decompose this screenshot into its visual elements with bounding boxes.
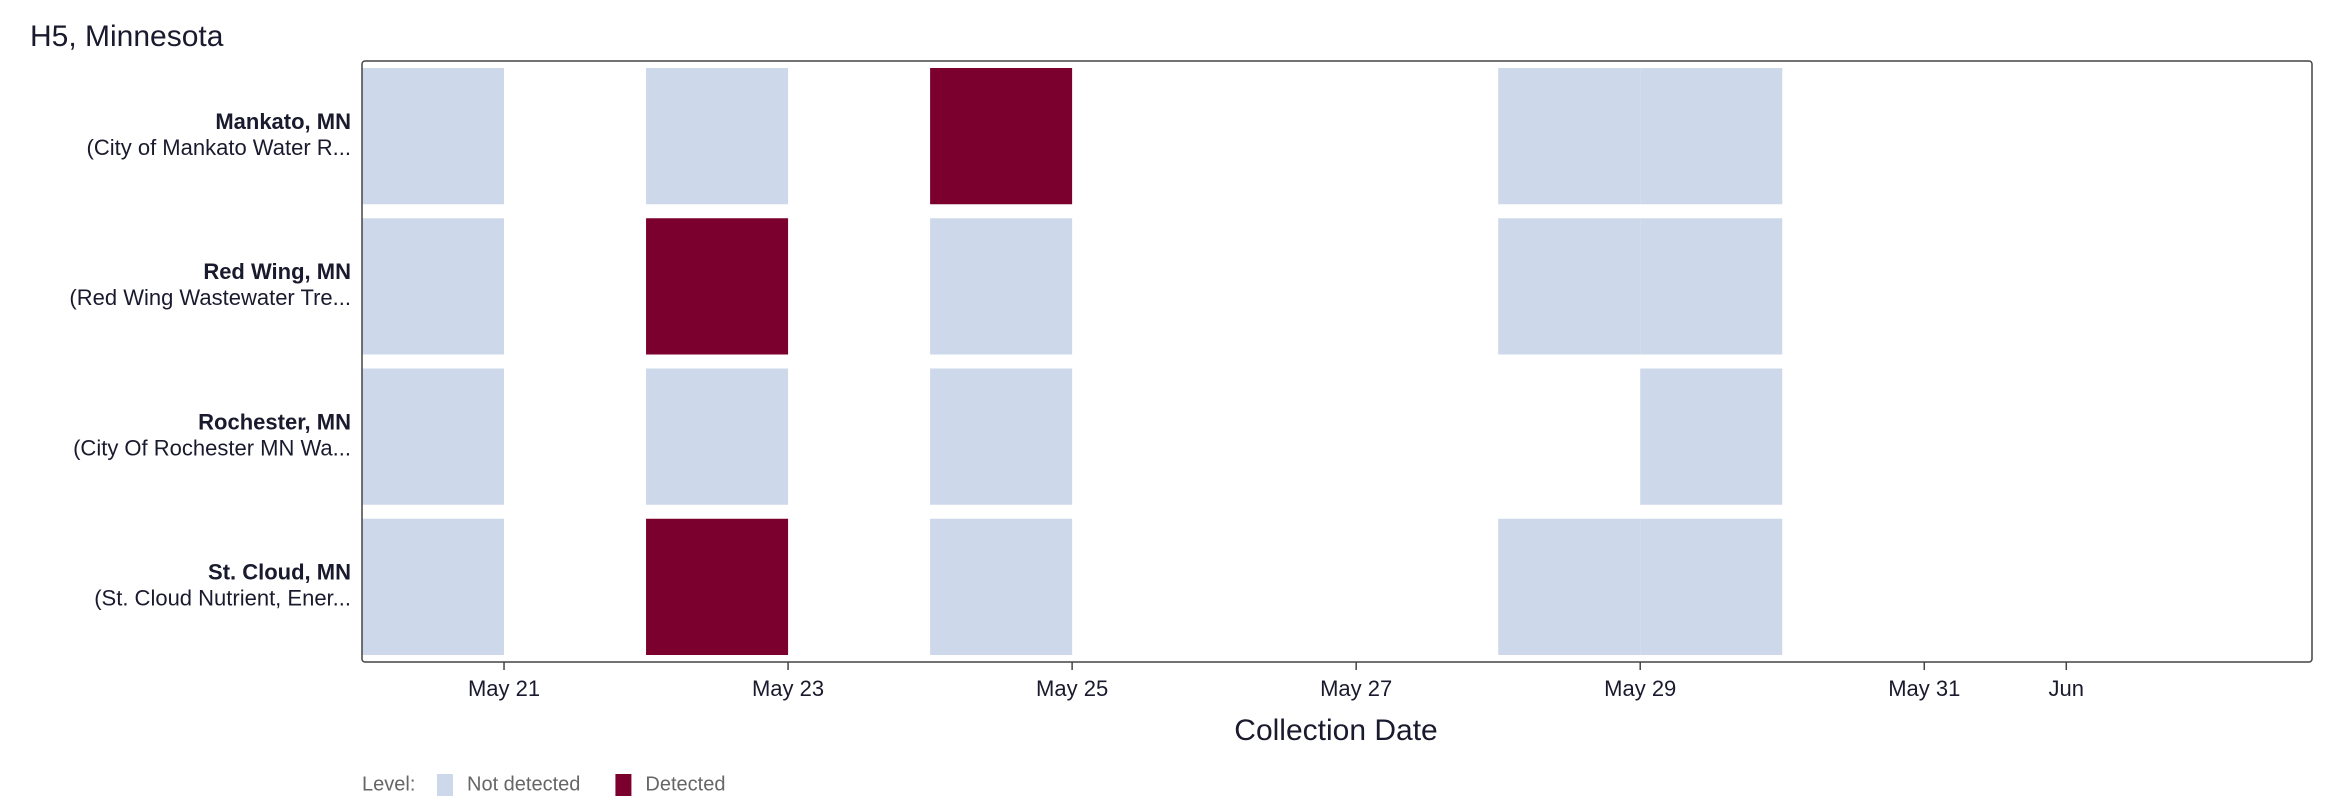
row-detail: (City of Mankato Water R... <box>87 135 351 160</box>
x-tick-label: May 29 <box>1604 676 1676 701</box>
x-tick-label: May 23 <box>752 676 824 701</box>
legend-swatch <box>615 774 632 796</box>
cell <box>930 518 1073 655</box>
legend-label: Detected <box>645 773 725 795</box>
cell <box>930 368 1073 505</box>
row-label: Mankato, MN <box>215 109 351 134</box>
cell <box>646 518 789 655</box>
row-label: Red Wing, MN <box>203 259 351 284</box>
cell <box>646 368 789 505</box>
legend-title: Level: <box>362 773 415 795</box>
x-tick-label: May 27 <box>1320 676 1392 701</box>
cell <box>1640 68 1783 205</box>
legend-label: Not detected <box>467 773 580 795</box>
row-detail: (St. Cloud Nutrient, Ener... <box>94 586 351 611</box>
x-tick-label: May 31 <box>1888 676 1960 701</box>
row-label: St. Cloud, MN <box>208 560 351 585</box>
cell <box>362 518 505 655</box>
plot-frame <box>361 60 2313 663</box>
row-label: Rochester, MN <box>198 409 351 434</box>
cell <box>646 68 789 205</box>
chart-title: H5, Minnesota <box>30 20 224 53</box>
cell <box>1640 518 1783 655</box>
row-detail: (City Of Rochester MN Wa... <box>73 435 351 460</box>
x-tick-label: May 21 <box>468 676 540 701</box>
cell <box>930 68 1073 205</box>
cell <box>1640 218 1783 355</box>
cell <box>1640 368 1783 505</box>
cell <box>1498 218 1641 355</box>
cell <box>362 368 505 505</box>
cell <box>1498 68 1641 205</box>
cell <box>646 218 789 355</box>
x-tick-label: Jun <box>2049 676 2084 701</box>
cell <box>362 218 505 355</box>
cell <box>362 68 505 205</box>
row-detail: (Red Wing Wastewater Tre... <box>69 285 351 310</box>
x-axis-label: Collection Date <box>1234 714 1437 747</box>
cell <box>1498 518 1641 655</box>
legend-swatch <box>437 774 453 796</box>
x-tick-label: May 25 <box>1036 676 1108 701</box>
cell <box>930 218 1073 355</box>
